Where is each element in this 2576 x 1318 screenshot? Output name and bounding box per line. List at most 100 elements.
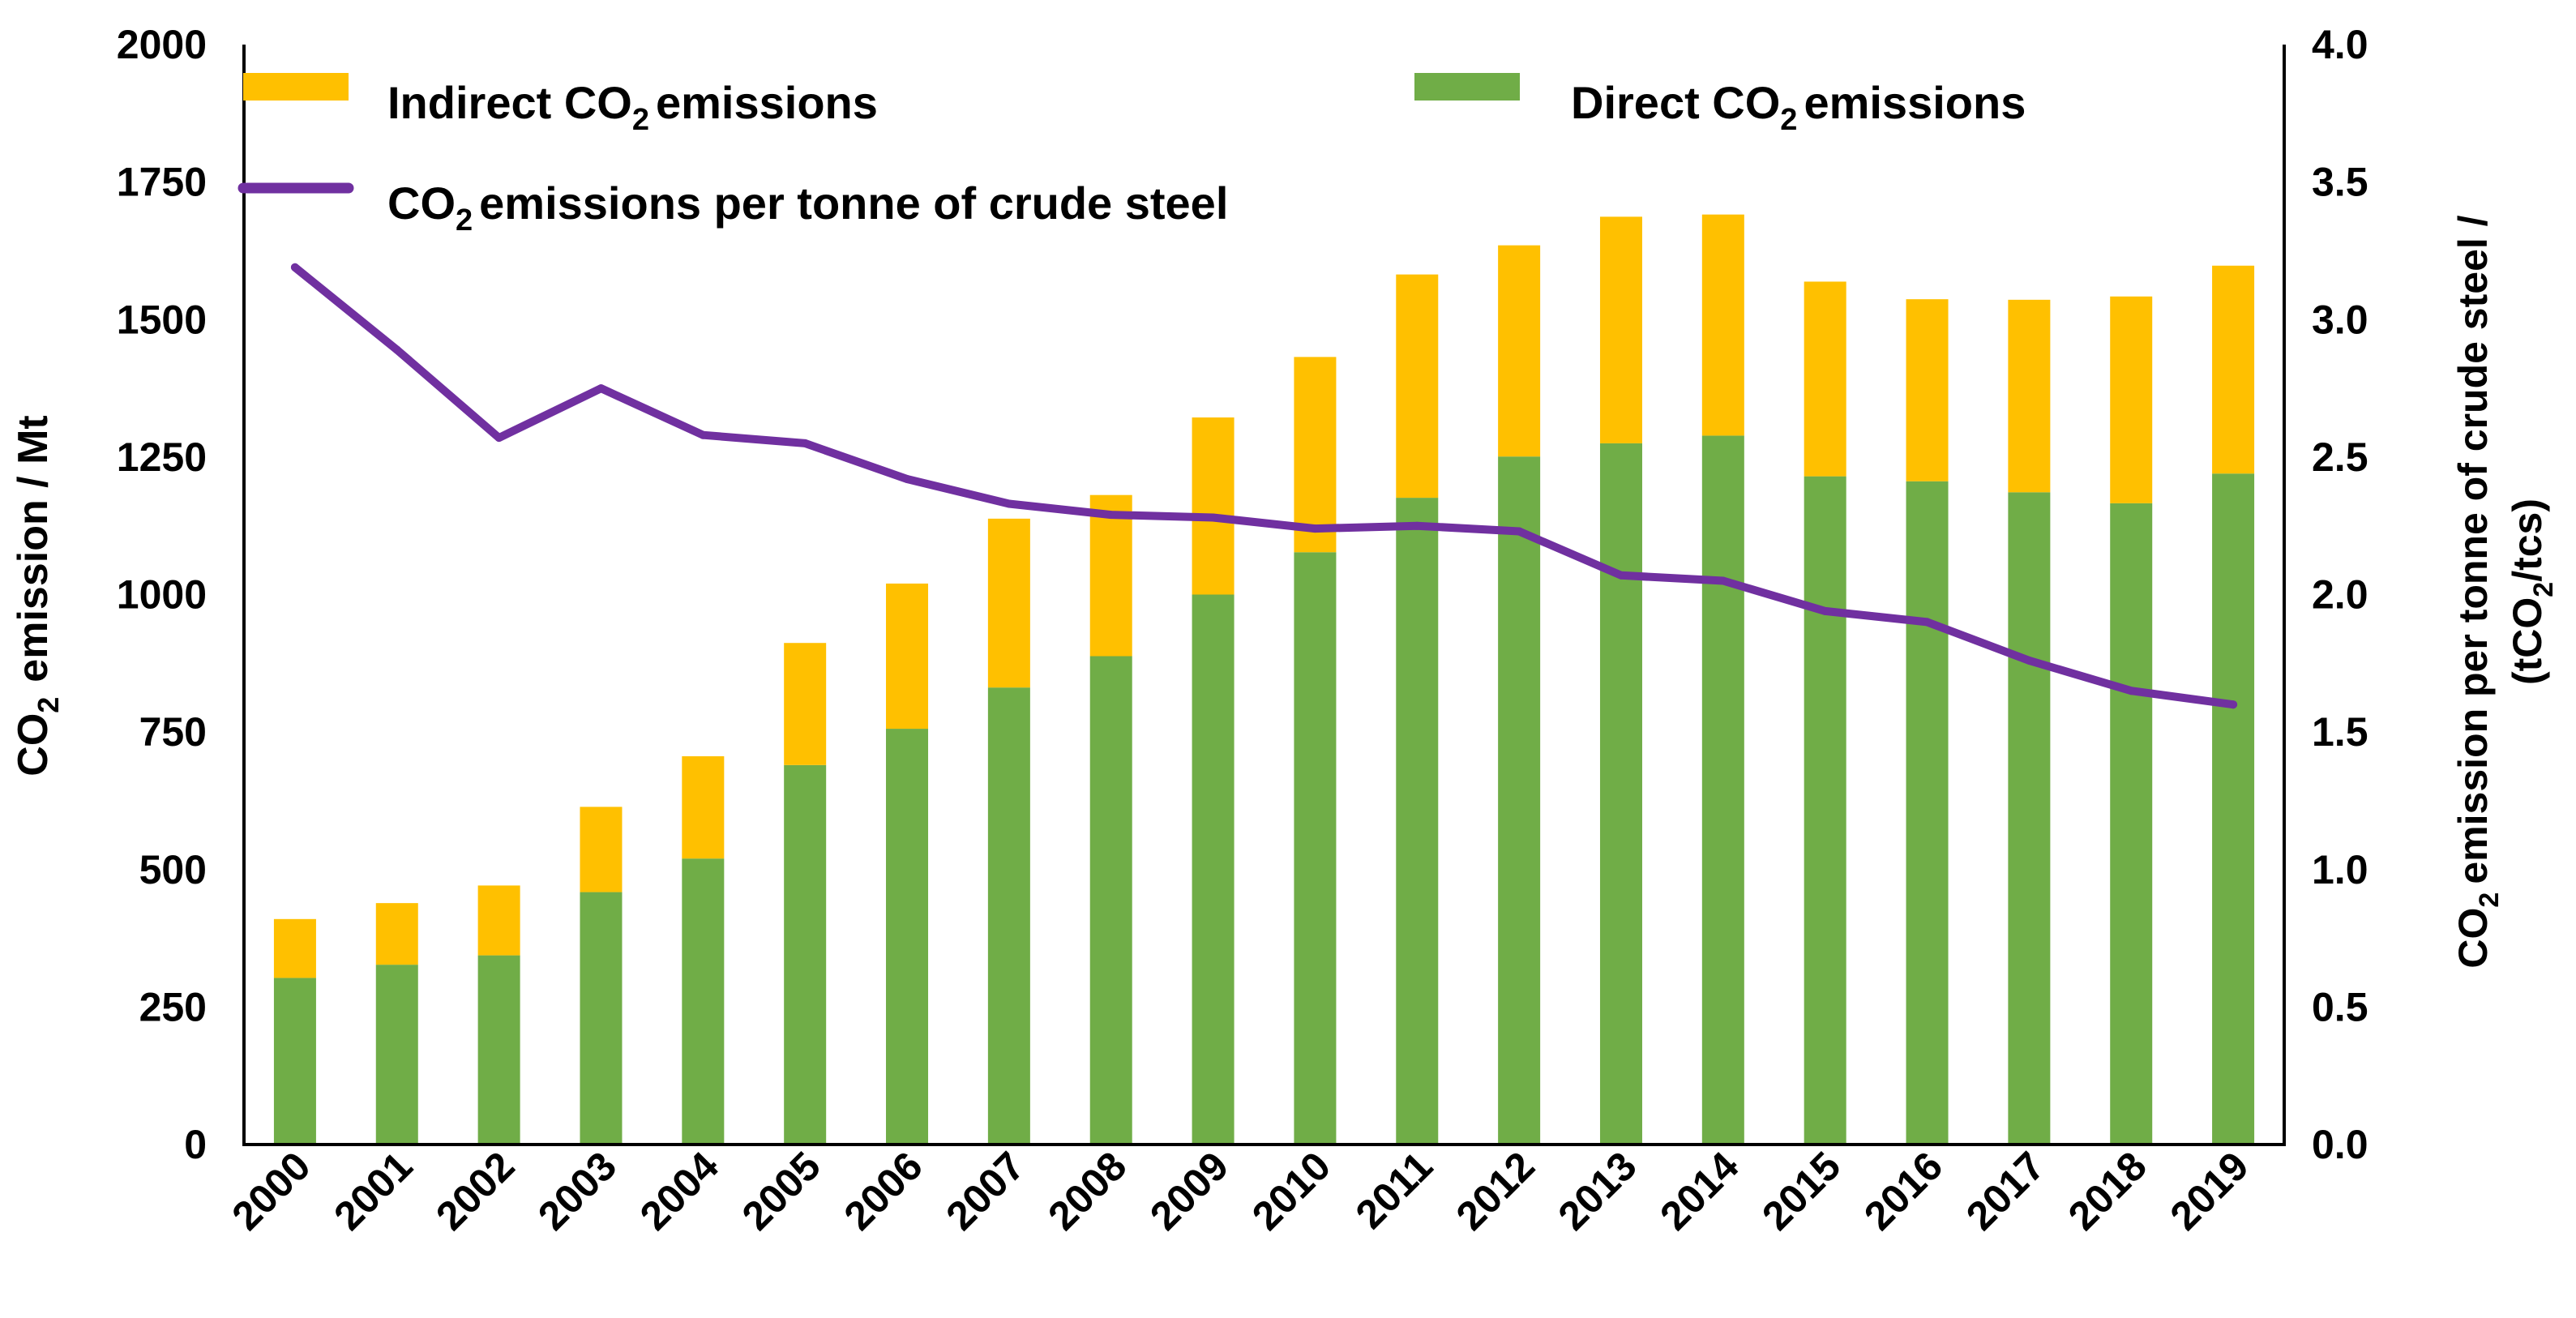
- x-tick-label: 2018: [2060, 1143, 2155, 1239]
- bar-indirect-2003: [580, 807, 623, 892]
- x-tick-label: 2012: [1448, 1143, 1543, 1239]
- x-tick-label: 2006: [836, 1143, 931, 1239]
- bar-direct-2000: [273, 978, 316, 1145]
- x-tick-label: 2019: [2162, 1143, 2257, 1239]
- bar-indirect-2010: [1294, 357, 1337, 553]
- point-per-tonne-2015: [1821, 606, 1829, 615]
- bar-indirect-2008: [1089, 494, 1132, 657]
- left-axis-title: CO2emission / Mt: [10, 415, 65, 776]
- bar-indirect-2011: [1396, 274, 1439, 499]
- bar-indirect-2013: [1599, 216, 1642, 443]
- x-tick-label: 2017: [1958, 1143, 2053, 1239]
- point-per-tonne-2018: [2127, 687, 2136, 695]
- x-tick-label: 2010: [1243, 1143, 1339, 1239]
- left-tick-label: 1500: [117, 297, 207, 342]
- bar-direct-2009: [1192, 594, 1235, 1145]
- bar-indirect-2019: [2212, 265, 2255, 474]
- left-tick-label: 1250: [117, 434, 207, 480]
- bar-direct-2012: [1498, 456, 1541, 1145]
- bar-direct-2017: [2008, 492, 2051, 1145]
- left-tick-label: 1000: [117, 572, 207, 618]
- left-tick-label: 1750: [117, 160, 207, 205]
- legend-label-direct: Direct CO2 emissions: [1571, 77, 2026, 137]
- point-per-tonne-2002: [494, 434, 503, 443]
- bar-indirect-2015: [1804, 281, 1846, 477]
- point-per-tonne-2005: [801, 439, 810, 447]
- left-tick-label: 500: [139, 847, 207, 892]
- legend-label-indirect: Indirect CO2 emissions: [387, 77, 878, 137]
- legend-label-per-tonne: CO2 emissions per tonne of crude steel: [387, 178, 1228, 237]
- right-tick-label: 2.0: [2312, 572, 2368, 618]
- left-tick-label: 0: [184, 1122, 207, 1167]
- right-tick-label: 3.5: [2312, 160, 2368, 205]
- bar-indirect-2002: [477, 885, 520, 956]
- bar-direct-2003: [580, 892, 623, 1145]
- point-per-tonne-2004: [699, 430, 708, 439]
- right-tick-label: 0.5: [2312, 984, 2368, 1029]
- x-tick-label: 2008: [1039, 1143, 1135, 1239]
- point-per-tonne-2012: [1515, 527, 1524, 536]
- right-tick-label: 4.0: [2312, 22, 2368, 67]
- bar-direct-2015: [1804, 476, 1846, 1145]
- bar-direct-2006: [886, 729, 929, 1145]
- point-per-tonne-2006: [903, 475, 912, 484]
- bar-direct-2011: [1396, 498, 1439, 1145]
- bar-indirect-2017: [2008, 299, 2051, 493]
- bar-indirect-2005: [784, 643, 827, 765]
- point-per-tonne-2014: [1718, 576, 1727, 585]
- bar-indirect-2007: [987, 518, 1030, 688]
- left-tick-labels: 0 250 500 750 1000 1250 1500 1750 2000: [117, 22, 207, 1167]
- bar-indirect-2009: [1192, 417, 1235, 595]
- legend: Indirect CO2 emissions Direct CO2 emission…: [237, 73, 2026, 237]
- point-per-tonne-2000: [290, 263, 299, 272]
- point-per-tonne-2019: [2229, 700, 2238, 709]
- left-tick-label: 2000: [117, 22, 207, 67]
- x-tick-label: 2007: [937, 1143, 1033, 1239]
- legend-swatch-direct: [1414, 73, 1520, 101]
- bar-direct-2001: [375, 965, 418, 1145]
- point-per-tonne-2009: [1209, 513, 1217, 522]
- bar-direct-2002: [477, 955, 520, 1145]
- right-tick-label: 1.5: [2312, 709, 2368, 755]
- x-tick-label: 2004: [631, 1143, 727, 1239]
- bar-direct-2007: [987, 687, 1030, 1145]
- bar-direct-2019: [2212, 473, 2255, 1145]
- right-tick-label: 1.0: [2312, 847, 2368, 892]
- line-per-tonne: [290, 263, 2238, 709]
- bar-indirect-2012: [1498, 245, 1541, 457]
- x-tick-label: 2009: [1141, 1143, 1237, 1239]
- x-tick-label: 2016: [1855, 1143, 1951, 1239]
- right-axis-title-line1: CO2emission per tonne of crude steel /: [2450, 215, 2505, 968]
- line-layer: [290, 263, 2238, 709]
- point-per-tonne-2011: [1413, 521, 1422, 530]
- x-tick-label: 2011: [1347, 1143, 1441, 1237]
- bar-indirect-2006: [886, 583, 929, 730]
- bar-direct-2018: [2110, 503, 2153, 1145]
- legend-swatch-indirect: [243, 73, 349, 101]
- bar-direct-2004: [682, 858, 725, 1145]
- bar-indirect-2014: [1701, 214, 1744, 436]
- x-tick-label: 2013: [1550, 1143, 1645, 1239]
- point-per-tonne-2001: [392, 345, 401, 354]
- x-tick-label: 2000: [223, 1143, 319, 1239]
- bar-indirect-2001: [375, 903, 418, 965]
- bar-direct-2010: [1294, 552, 1337, 1145]
- right-tick-labels: 0.0 0.5 1.0 1.5 2.0 2.5 3.0 3.5 4.0: [2312, 22, 2368, 1167]
- right-tick-label: 2.5: [2312, 434, 2368, 480]
- point-per-tonne-2010: [1311, 524, 1320, 533]
- point-per-tonne-2007: [1004, 499, 1013, 508]
- bar-direct-2016: [1906, 481, 1949, 1145]
- x-tick-label: 2003: [529, 1143, 625, 1239]
- point-per-tonne-2016: [1923, 618, 1932, 627]
- x-tick-label: 2015: [1753, 1143, 1849, 1239]
- bar-direct-2013: [1599, 443, 1642, 1145]
- bar-direct-2014: [1701, 435, 1744, 1145]
- right-tick-label: 3.0: [2312, 297, 2368, 342]
- left-tick-label: 250: [139, 984, 207, 1029]
- bar-indirect-2016: [1906, 299, 1949, 481]
- point-per-tonne-2017: [2025, 656, 2034, 665]
- right-tick-label: 0.0: [2312, 1122, 2368, 1167]
- point-per-tonne-2013: [1616, 571, 1625, 580]
- bar-indirect-2018: [2110, 296, 2153, 503]
